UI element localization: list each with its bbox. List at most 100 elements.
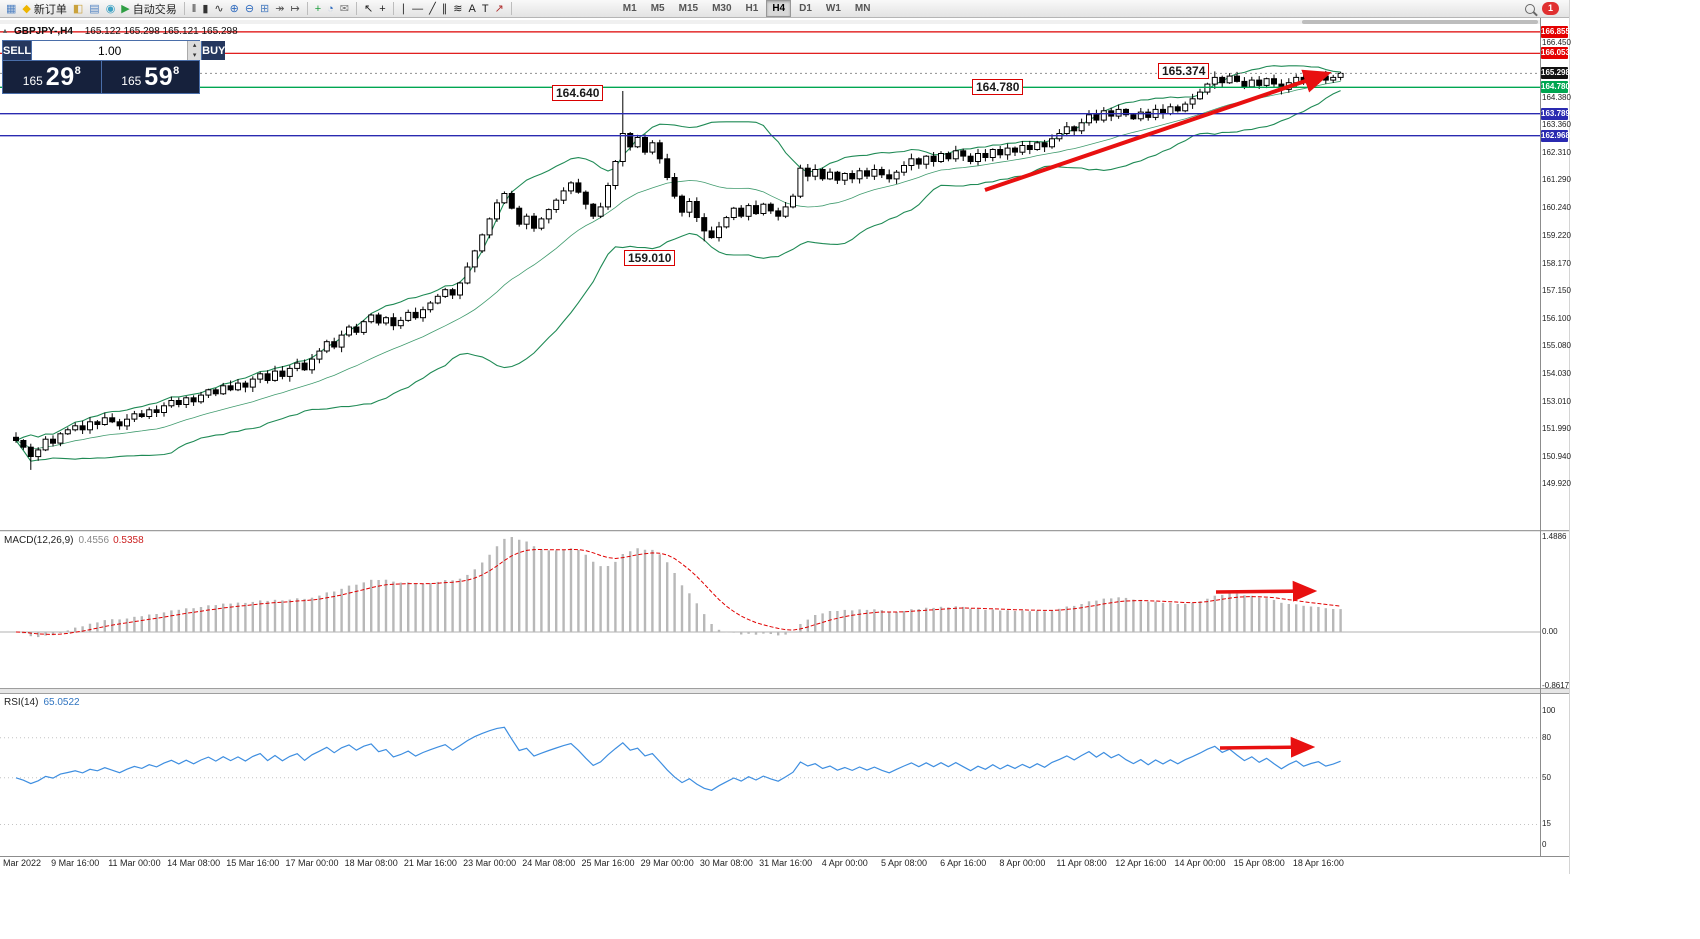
volume-input[interactable] <box>32 41 188 60</box>
timeframe-button-mn[interactable]: MN <box>854 3 871 14</box>
chart-window[interactable]: ▴ GBPJPY-,H4 165.122 165.298 165.121 165… <box>0 18 1571 874</box>
price-axis-tick: 166.450 <box>1542 37 1571 47</box>
cursor-icon: ↖ <box>364 2 374 15</box>
candlestick-button[interactable]: ▮ <box>199 1 211 17</box>
main-price-chart[interactable] <box>0 28 1540 530</box>
text-label-button[interactable]: T <box>479 1 492 17</box>
sell-price-display[interactable]: 165 29 8 <box>3 61 101 93</box>
panel-separator-macd[interactable] <box>0 530 1569 532</box>
timeframe-button-m5[interactable]: M5 <box>650 3 665 14</box>
bollinger-bands <box>15 65 1341 462</box>
timeframe-button-w1[interactable]: W1 <box>825 3 841 14</box>
time-axis-label: 8 Apr 00:00 <box>999 858 1046 868</box>
volume-spinner: ▴ ▾ <box>187 41 202 60</box>
new-chart-button[interactable]: ▦ <box>3 1 19 17</box>
time-axis-label: 24 Mar 08:00 <box>522 858 576 868</box>
market-watch-button[interactable]: ◉ <box>103 1 119 17</box>
cursor-button[interactable]: ↖ <box>361 1 376 17</box>
vertical-line-button[interactable]: ∣ <box>398 1 410 17</box>
search-icon[interactable] <box>1525 3 1535 14</box>
metaeditor-button[interactable]: ◧ <box>70 1 86 17</box>
toolbar-separator <box>392 2 394 15</box>
price-axis-divider <box>1540 18 1541 856</box>
price-axis-tick: 161.290 <box>1542 175 1571 185</box>
rsi-scale-label: 80 <box>1542 732 1551 742</box>
level-price-tag[interactable]: 164.780 <box>972 79 1024 95</box>
horizontal-levels <box>0 31 1540 137</box>
indicators-button[interactable]: + <box>312 1 324 17</box>
timeframe-button-h4[interactable]: H4 <box>766 0 792 17</box>
buy-price-prefix: 165 <box>121 73 142 88</box>
sell-button[interactable]: SELL <box>3 41 33 60</box>
time-axis-label: 15 Mar 16:00 <box>226 858 280 868</box>
horizontal-line-icon: ― <box>412 2 424 15</box>
main-toolbar: ▦ ◆ 新订单 ◧ ▤ ◉ ▶ 自动交易 ‖ ▮ ∿ ⊕ ⊖ ⊞ ↠ ↦ + ◔ ✉ ↖ + ∣ ― ╱ ∥ ≋ A T ↗ M1 M5 M1… <box>0 0 1569 18</box>
volume-increase-icon[interactable]: ▴ <box>192 42 197 49</box>
tile-windows-button[interactable]: ⊞ <box>257 1 272 17</box>
text-icon: A <box>468 2 476 15</box>
play-icon: ▶ <box>121 2 130 15</box>
price-axis[interactable]: 166.450 164.380 163.360 162.310 161.290 160.2… <box>1541 18 1571 856</box>
low-price-tag[interactable]: 159.010 <box>624 250 676 266</box>
templates-button[interactable]: ✉ <box>337 1 352 17</box>
buy-price-display[interactable]: 165 59 8 <box>100 61 200 93</box>
timeframe-button-m15[interactable]: M15 <box>678 3 699 14</box>
sell-price-prefix: 165 <box>22 73 43 88</box>
time-axis[interactable]: Mar 2022 9 Mar 16:00 11 Mar 00:00 14 Mar 08… <box>0 858 1569 874</box>
horizontal-line-button[interactable]: ― <box>409 1 426 17</box>
price-axis-tick: 162.310 <box>1542 148 1571 158</box>
macd-panel[interactable] <box>0 532 1540 688</box>
zoom-out-icon: ⊖ <box>244 2 255 15</box>
macd-indicator-label: MACD(12,26,9) 0.4556 0.5358 <box>4 535 144 546</box>
chart-scrollbar[interactable] <box>0 20 1540 24</box>
rsi-name: RSI(14) <box>4 697 39 708</box>
price-axis-tick: 151.990 <box>1542 423 1571 433</box>
new-order-button-label: 新订单 <box>33 3 67 16</box>
volume-decrease-icon[interactable]: ▾ <box>192 51 197 59</box>
fibonacci-button[interactable]: ≋ <box>450 1 465 17</box>
buy-price-main: 59 <box>144 63 174 91</box>
clock-icon: ◔ <box>327 2 334 15</box>
one-click-collapse-icon[interactable]: ▴ <box>3 26 8 35</box>
text-button[interactable]: A <box>466 1 479 17</box>
periods-button[interactable]: ◔ <box>324 1 337 17</box>
timeframe-button-h1[interactable]: H1 <box>745 3 759 14</box>
buy-button[interactable]: BUY <box>201 41 226 60</box>
timeframe-button-m1[interactable]: M1 <box>622 3 637 14</box>
text-label-icon: T <box>481 2 489 15</box>
line-chart-button[interactable]: ∿ <box>211 1 226 17</box>
zoom-in-button[interactable]: ⊕ <box>227 1 242 17</box>
chart-shift-button[interactable]: ↦ <box>287 1 302 17</box>
time-axis-label: 5 Apr 08:00 <box>880 858 928 868</box>
mt4-window: ▦ ◆ 新订单 ◧ ▤ ◉ ▶ 自动交易 ‖ ▮ ∿ ⊕ ⊖ ⊞ ↠ ↦ + ◔ ✉ ↖ + ∣ ― ╱ ∥ ≋ A T ↗ M1 M5 M1… <box>0 0 1570 874</box>
peak-price-tag[interactable]: 164.640 <box>552 85 604 101</box>
trendline-button[interactable]: ╱ <box>426 1 439 17</box>
one-click-trading-panel: SELL ▴ ▾ BUY 165 29 8 165 <box>2 40 226 94</box>
chart-scrollbar-thumb[interactable] <box>1302 20 1538 24</box>
timeframe-button-m30[interactable]: M30 <box>712 3 732 14</box>
buy-price-pip: 8 <box>173 65 180 77</box>
macd-value-main: 0.4556 <box>78 535 110 546</box>
bollinger-lower-band <box>15 90 1341 462</box>
high-price-tag[interactable]: 165.374 <box>1158 63 1210 79</box>
fibonacci-icon: ≋ <box>453 2 463 15</box>
notification-badge[interactable]: 1 <box>1542 2 1559 15</box>
data-window-button[interactable]: ▤ <box>86 1 102 17</box>
price-axis-tick: 153.010 <box>1542 396 1571 406</box>
toolbar-separator <box>356 2 357 15</box>
time-axis-label: 14 Mar 08:00 <box>167 858 221 868</box>
algo-trading-button[interactable]: ▶ 自动交易 <box>118 1 179 17</box>
channel-button[interactable]: ∥ <box>439 1 451 17</box>
new-order-button[interactable]: ◆ 新订单 <box>19 1 69 17</box>
rsi-scale-label: 15 <box>1542 819 1551 829</box>
rsi-panel[interactable] <box>0 694 1540 855</box>
ohlc-bars-button[interactable]: ‖ <box>189 1 200 17</box>
timeframe-toolbar: M1 M5 M15 M30 H1 H4 D1 W1 MN <box>616 0 878 17</box>
zoom-out-button[interactable]: ⊖ <box>242 1 257 17</box>
metaeditor-icon: ◧ <box>72 2 84 15</box>
crosshair-button[interactable]: + <box>376 1 388 17</box>
arrows-button[interactable]: ↗ <box>492 1 507 17</box>
timeframe-button-d1[interactable]: D1 <box>799 3 812 14</box>
panel-separator-rsi[interactable] <box>0 688 1569 694</box>
auto-scroll-button[interactable]: ↠ <box>272 1 287 17</box>
